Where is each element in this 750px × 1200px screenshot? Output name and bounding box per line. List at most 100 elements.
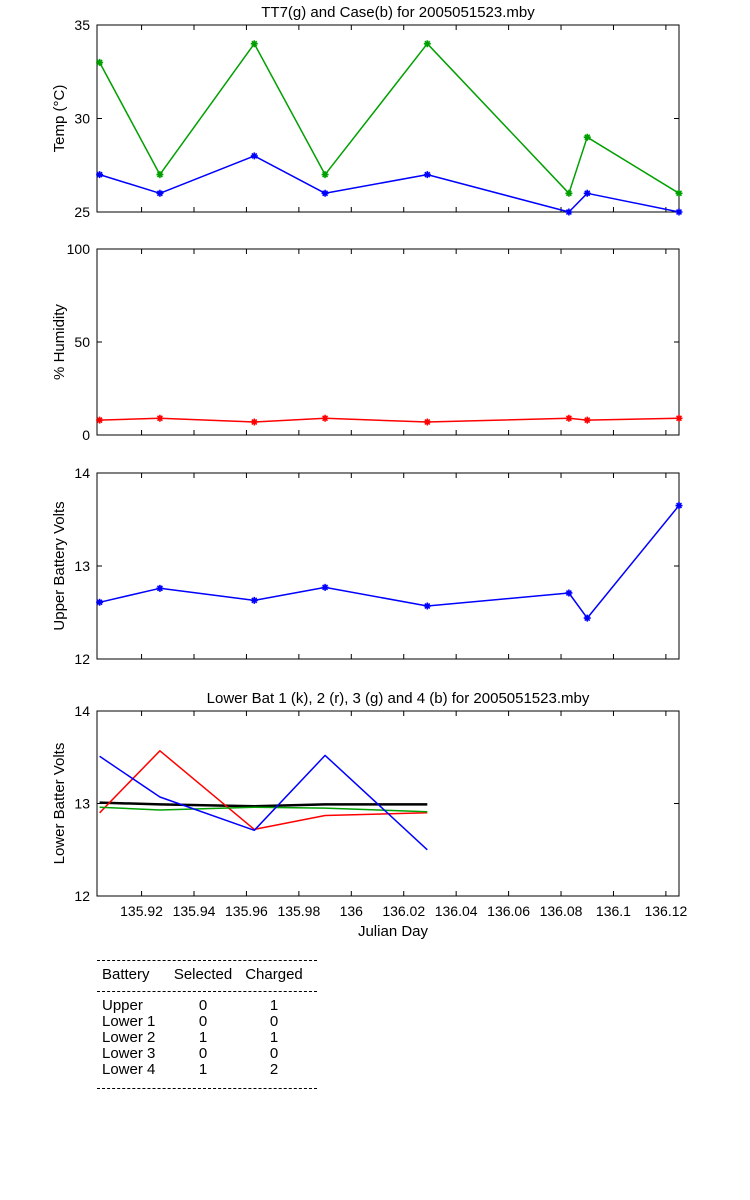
battery-selected: 1 <box>198 1061 208 1078</box>
y-tick-label: 12 <box>74 651 90 667</box>
y-tick-label: 30 <box>74 111 90 127</box>
data-point <box>583 189 591 197</box>
y-tick-label: 14 <box>74 703 90 719</box>
data-point <box>423 602 431 610</box>
table-body: Upper 0 1 Lower 1 0 0 Lower 2 1 1 Lower … <box>97 992 317 1088</box>
data-point <box>423 40 431 48</box>
y-tick-label: 13 <box>74 796 90 812</box>
data-point <box>583 614 591 622</box>
data-point <box>96 416 104 424</box>
table-row: Upper 0 1 <box>97 998 317 1014</box>
data-point <box>321 583 329 591</box>
data-point <box>321 189 329 197</box>
battery-selected: 0 <box>198 1045 208 1062</box>
data-point <box>675 502 683 510</box>
series-line-1 <box>99 417 680 423</box>
battery-charged: 1 <box>269 997 279 1014</box>
battery-charged: 0 <box>269 1013 279 1030</box>
y-tick-label: 14 <box>74 465 90 481</box>
battery-name: Lower 1 <box>102 1013 156 1030</box>
data-point <box>423 171 431 179</box>
battery-selected: 0 <box>198 1013 208 1030</box>
battery-selected: 1 <box>198 1029 208 1046</box>
header-charged: Charged <box>245 966 303 983</box>
y-tick-label: 25 <box>74 204 90 220</box>
battery-name: Lower 4 <box>102 1061 156 1078</box>
battery-name: Lower 3 <box>102 1045 156 1062</box>
x-tick-label: 135.96 <box>225 903 268 919</box>
series-line-4 <box>99 754 428 851</box>
battery-name: Upper <box>102 997 143 1014</box>
data-point <box>156 584 164 592</box>
data-point <box>250 152 258 160</box>
data-point <box>565 589 573 597</box>
plot-frame <box>96 248 680 436</box>
chart-figure: 25 30 35 TT7(g) and Case(b) for 2005051523.… <box>51 4 688 940</box>
x-tick-label: 135.98 <box>277 903 320 919</box>
battery-charged: 0 <box>269 1045 279 1062</box>
y-axis-label: % Humidity <box>51 304 68 380</box>
y-axis-label: Lower Batter Volts <box>51 743 68 865</box>
plot-frame <box>96 472 680 660</box>
battery-charged: 1 <box>269 1029 279 1046</box>
battery-selected: 0 <box>198 997 208 1014</box>
data-point <box>675 414 683 422</box>
data-point <box>96 598 104 606</box>
table-row: Lower 2 1 1 <box>97 1030 317 1046</box>
data-point <box>156 171 164 179</box>
x-tick-label: 136 <box>340 903 364 919</box>
y-axis-label: Upper Battery Volts <box>51 501 68 630</box>
chart-title: Lower Bat 1 (k), 2 (r), 3 (g) and 4 (b) … <box>207 690 590 707</box>
series-line-1 <box>99 801 428 808</box>
x-tick-label: 136.04 <box>435 903 478 919</box>
data-point <box>565 414 573 422</box>
header-selected: Selected <box>173 966 233 983</box>
x-tick-label: 136.12 <box>644 903 687 919</box>
chart-title: TT7(g) and Case(b) for 2005051523.mby <box>261 4 535 21</box>
y-tick-label: 35 <box>74 17 90 33</box>
y-tick-label: 0 <box>82 427 90 443</box>
chart-panel-1: 25 30 35 TT7(g) and Case(b) for 2005051523.… <box>51 4 683 220</box>
series-line-1 <box>98 42 680 195</box>
y-tick-label: 50 <box>74 334 90 350</box>
table-header-rule <box>97 991 317 992</box>
table-row: Lower 1 0 0 <box>97 1014 317 1030</box>
x-tick-label: 136.06 <box>487 903 530 919</box>
x-tick-label: 136.08 <box>540 903 583 919</box>
data-point <box>321 414 329 422</box>
y-tick-label: 12 <box>74 888 90 904</box>
table-top-rule <box>97 960 317 961</box>
y-axis-label: Temp (°C) <box>51 85 68 153</box>
data-point <box>250 596 258 604</box>
data-point <box>250 40 258 48</box>
series-line-1 <box>99 505 680 619</box>
chart-panel-4: 12 13 14 135.92 135.94 135.96 135.98 136 136.02 1… <box>51 690 688 940</box>
x-tick-label: 135.94 <box>173 903 216 919</box>
data-point <box>565 208 573 216</box>
y-tick-label: 100 <box>67 241 91 257</box>
y-tick-label: 13 <box>74 558 90 574</box>
x-axis-label: Julian Day <box>358 923 429 940</box>
battery-name: Lower 2 <box>102 1029 156 1046</box>
data-point <box>675 189 683 197</box>
data-point <box>321 171 329 179</box>
data-point <box>423 418 431 426</box>
data-point <box>583 133 591 141</box>
table-header-row: Battery Selected Charged <box>97 961 317 991</box>
header-battery: Battery <box>102 966 150 983</box>
chart-panel-3: 12 13 14 Upper Battery Volts <box>51 465 683 667</box>
data-point <box>96 171 104 179</box>
battery-status-table: Battery Selected Charged Upper 0 1 Lower… <box>97 960 317 1089</box>
table-bottom-rule <box>97 1088 317 1089</box>
series-line-3 <box>99 806 428 813</box>
data-point <box>156 189 164 197</box>
x-tick-label: 136.02 <box>382 903 425 919</box>
data-point <box>156 414 164 422</box>
data-point <box>675 208 683 216</box>
data-point <box>96 58 104 66</box>
battery-charged: 2 <box>269 1061 279 1078</box>
table-row: Lower 3 0 0 <box>97 1046 317 1062</box>
table-row: Lower 4 1 2 <box>97 1062 317 1078</box>
chart-panel-2: 0 50 100 % Humidity <box>51 241 683 443</box>
data-point <box>583 416 591 424</box>
